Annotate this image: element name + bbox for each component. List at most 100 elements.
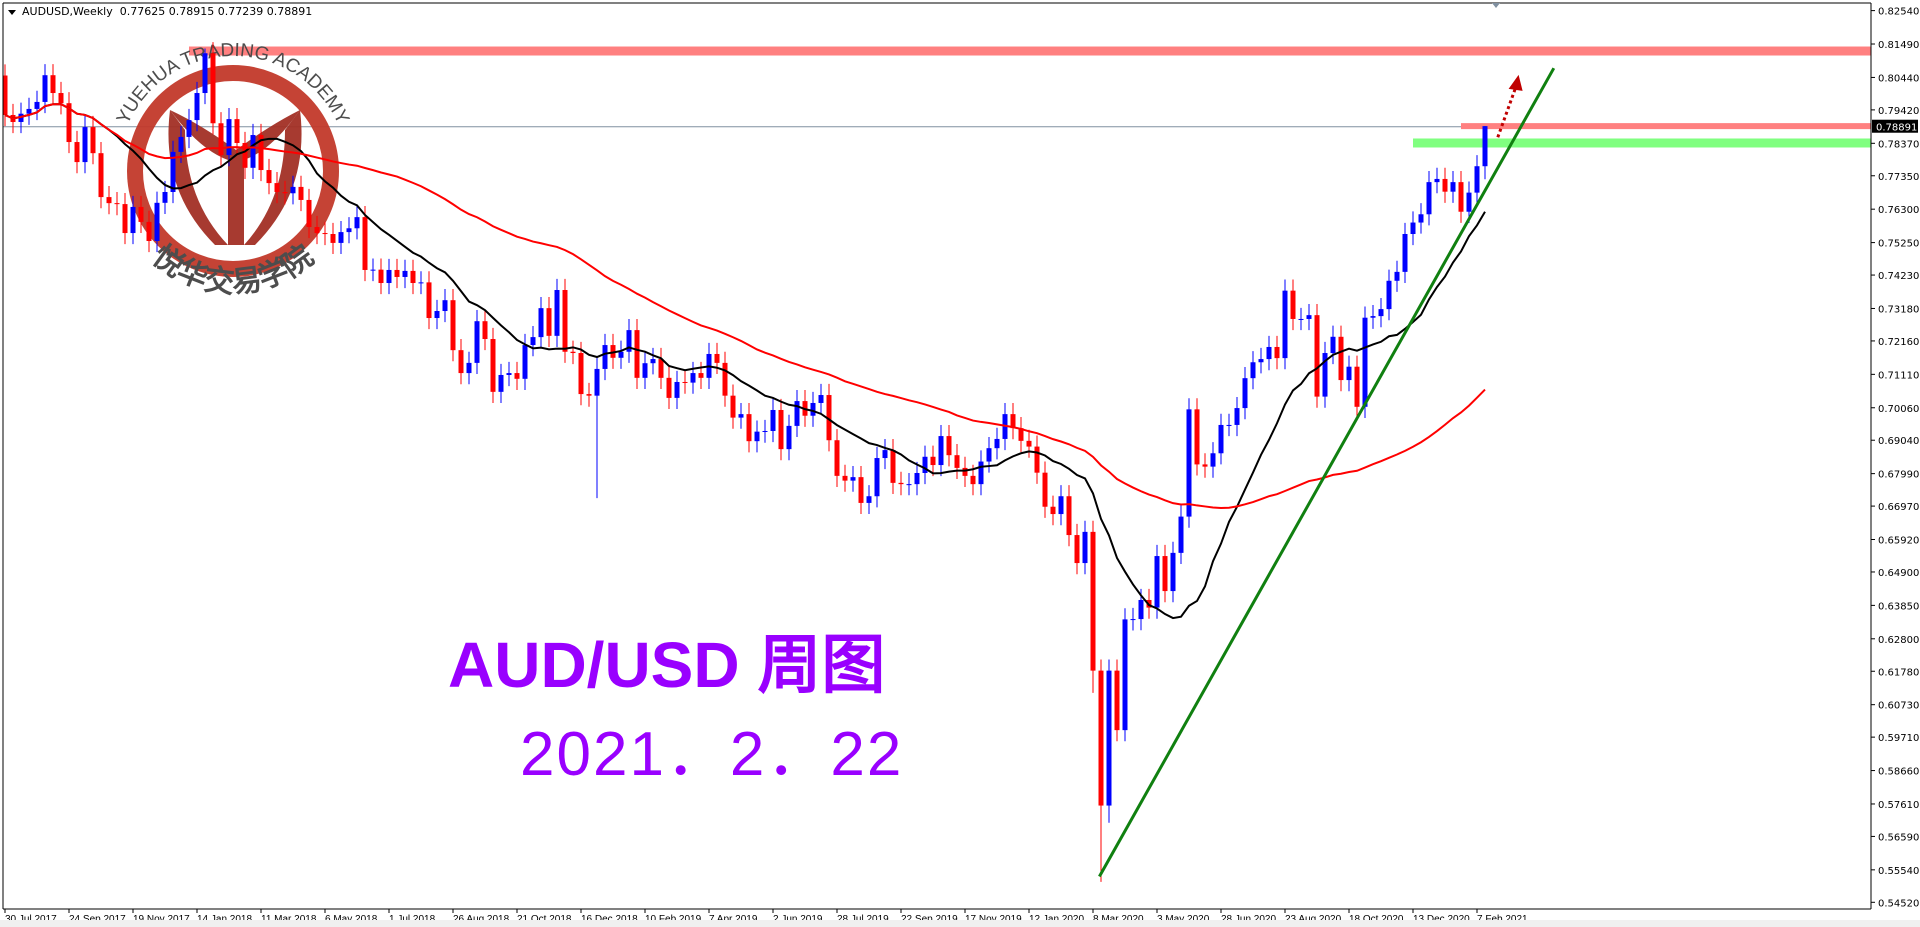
- bullish-candle: [1218, 413, 1224, 465]
- bullish-candle: [538, 297, 544, 349]
- price-tick-label: 0.73180: [1878, 304, 1919, 315]
- candle-body: [1122, 619, 1128, 731]
- candle-body: [506, 373, 512, 375]
- bullish-candle: [466, 351, 472, 385]
- bullish-candle: [1258, 347, 1264, 374]
- candle-body: [1458, 182, 1464, 212]
- time-tick-label: 28 Jul 2019: [837, 914, 889, 925]
- bearish-candle: [1050, 495, 1056, 526]
- time-tick-label: 1 Jul 2018: [389, 914, 436, 925]
- bullish-candle: [618, 340, 624, 369]
- bullish-candle: [1370, 304, 1376, 329]
- candle-body: [234, 119, 240, 143]
- time-tick-label: 21 Oct 2018: [517, 914, 572, 925]
- bullish-candle: [690, 361, 696, 394]
- candle-body: [386, 269, 392, 284]
- bearish-candle: [114, 191, 120, 216]
- bearish-candle: [1018, 416, 1024, 452]
- bullish-candle: [770, 398, 776, 443]
- bullish-candle: [810, 391, 816, 427]
- candle-body: [26, 108, 32, 114]
- bearish-candle: [930, 445, 936, 477]
- time-axis[interactable]: 30 Jul 2017 24 Sep 2017 19 Nov 2017 14 Jan …: [4, 909, 1528, 925]
- candle-body: [882, 450, 888, 459]
- bullish-candle: [1362, 306, 1368, 418]
- candle-body: [1114, 670, 1120, 731]
- bearish-candle: [890, 438, 896, 495]
- bullish-candle: [882, 438, 888, 470]
- bearish-candle: [218, 112, 224, 167]
- candle-body: [754, 431, 760, 442]
- bullish-candle: [194, 81, 200, 132]
- bearish-candle: [410, 259, 416, 295]
- price-axis[interactable]: 0.82540 0.81490 0.80440 0.79420 0.78370 0.773…: [1871, 7, 1919, 910]
- candle-body: [834, 440, 840, 476]
- price-tick-label: 0.57610: [1878, 800, 1919, 811]
- candle-body: [1298, 318, 1304, 320]
- price-tick-label: 0.64900: [1878, 568, 1919, 579]
- candle-body: [114, 203, 120, 205]
- bearish-candle: [714, 342, 720, 375]
- candle-body: [938, 436, 944, 466]
- bearish-candle: [458, 339, 464, 385]
- candle-body: [2, 75, 8, 115]
- bullish-candle: [922, 445, 928, 485]
- bearish-candle: [1098, 659, 1104, 882]
- candle-body: [1050, 506, 1056, 515]
- candle-body: [930, 456, 936, 466]
- candle-body: [1226, 424, 1232, 426]
- candle-body: [562, 290, 568, 352]
- candle-body: [1066, 496, 1072, 536]
- candle-body: [890, 450, 896, 483]
- candle-body: [1170, 552, 1176, 592]
- candle-body: [602, 345, 608, 369]
- bullish-candle: [850, 465, 856, 492]
- candle-body: [1378, 309, 1384, 317]
- candle-body: [730, 395, 736, 418]
- bearish-candle: [1114, 659, 1120, 742]
- candle-body: [1186, 409, 1192, 517]
- candle-body: [274, 183, 280, 192]
- bearish-candle: [546, 297, 552, 347]
- candle-body: [42, 75, 48, 102]
- candle-body: [370, 269, 376, 271]
- price-tick-label: 0.79420: [1878, 106, 1919, 117]
- bullish-candle: [754, 420, 760, 453]
- ma-14-line: [4, 103, 1486, 620]
- bearish-candle: [450, 289, 456, 362]
- bearish-candle: [1458, 170, 1464, 223]
- candle-body: [1394, 271, 1400, 281]
- candle-body: [1450, 182, 1456, 192]
- price-tick-label: 0.76300: [1878, 205, 1919, 216]
- price-tick-label: 0.55540: [1878, 866, 1919, 877]
- candle-body: [1314, 315, 1320, 397]
- bullish-candle: [1330, 325, 1336, 365]
- candle-body: [1466, 192, 1472, 212]
- price-tick-label: 0.67990: [1878, 470, 1919, 481]
- bearish-candle: [378, 258, 384, 295]
- bullish-candle: [418, 271, 424, 295]
- bullish-candle: [1466, 181, 1472, 223]
- bullish-candle: [1266, 335, 1272, 371]
- candle-body: [1402, 234, 1408, 272]
- candle-body: [1442, 178, 1448, 192]
- bearish-candle: [1074, 523, 1080, 575]
- chart-shift-marker-icon[interactable]: [1492, 3, 1500, 8]
- ohlc-values: 0.77625 0.78915 0.77239 0.78891: [119, 5, 313, 18]
- candle-body: [282, 191, 288, 194]
- candle-body: [202, 53, 208, 94]
- uptrend-line: [1098, 67, 1556, 878]
- candle-body: [1106, 670, 1112, 806]
- bullish-candle: [1482, 125, 1488, 180]
- candle-body: [1218, 424, 1224, 454]
- candle-body: [194, 93, 200, 121]
- candle-body: [362, 217, 368, 270]
- price-tick-label: 0.54520: [1878, 898, 1919, 909]
- time-tick-label: 14 Jan 2018: [197, 914, 252, 925]
- candle-body: [522, 345, 528, 379]
- dropdown-triangle-icon[interactable]: [8, 9, 16, 15]
- bearish-candle: [90, 115, 96, 165]
- bullish-candle: [498, 363, 504, 403]
- candle-body: [346, 228, 352, 233]
